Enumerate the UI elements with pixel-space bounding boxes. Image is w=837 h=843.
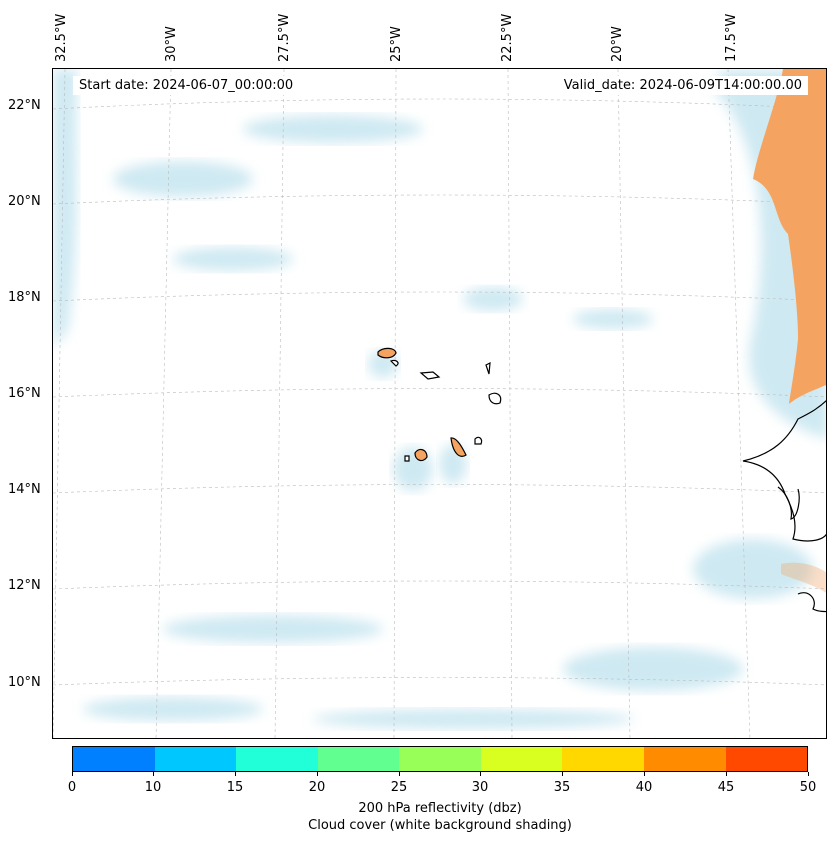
latitude-label: 14°N bbox=[8, 482, 41, 497]
grid-line-lat bbox=[53, 677, 826, 686]
africa-coast bbox=[742, 69, 826, 542]
grid-line-lon bbox=[507, 69, 513, 738]
island-maio bbox=[474, 436, 483, 445]
latitude-label: 20°N bbox=[8, 194, 41, 209]
colorbar-tick-label: 45 bbox=[717, 780, 735, 795]
cloud-patch bbox=[573, 309, 653, 329]
grid-line-lat bbox=[53, 484, 826, 494]
colorbar-tick-mark bbox=[153, 772, 154, 776]
grid-line-lat bbox=[53, 194, 826, 205]
cloud-patch bbox=[693, 539, 813, 599]
cloud-patch bbox=[173, 247, 293, 271]
colorbar-segment bbox=[236, 747, 318, 771]
island-fogo bbox=[414, 448, 428, 462]
colorbar bbox=[72, 746, 808, 772]
start-date-label: Start date: 2024-06-07_00:00:00 bbox=[73, 76, 300, 95]
colorbar-segment bbox=[480, 747, 563, 771]
cloud-cover-shading bbox=[53, 69, 826, 729]
colorbar-segment bbox=[643, 747, 726, 771]
longitude-label: 32.5°W bbox=[54, 13, 69, 62]
colorbar-sublabel: Cloud cover (white background shading) bbox=[308, 818, 572, 833]
latitude-label: 12°N bbox=[8, 578, 41, 593]
colorbar-tick-mark bbox=[726, 772, 727, 776]
colorbar-tick-mark bbox=[562, 772, 563, 776]
island-santiago bbox=[450, 437, 467, 457]
longitude-label: 25°W bbox=[389, 26, 404, 62]
latitude-label: 16°N bbox=[8, 386, 41, 401]
longitude-label: 22.5°W bbox=[500, 13, 515, 62]
colorbar-tick-label: 20 bbox=[308, 780, 326, 795]
colorbar-segment bbox=[317, 747, 400, 771]
colorbar-tick-mark bbox=[317, 772, 318, 776]
longitude-label: 20°W bbox=[610, 26, 625, 62]
grid-line-lat bbox=[53, 580, 826, 590]
grid-line-lon bbox=[155, 69, 172, 738]
colorbar-tick-label: 10 bbox=[144, 780, 162, 795]
colorbar-segment bbox=[399, 747, 481, 771]
cloud-band-west bbox=[53, 69, 78, 349]
graticule bbox=[53, 69, 826, 738]
cloud-patch bbox=[463, 287, 523, 311]
colorbar-tick-mark bbox=[235, 772, 236, 776]
island-santo-antao bbox=[377, 347, 397, 359]
island-boa-vista bbox=[488, 392, 502, 405]
cloud-patch bbox=[83, 697, 263, 721]
latitude-label: 22°N bbox=[8, 98, 41, 113]
island-sal bbox=[485, 361, 491, 375]
cloud-patch bbox=[563, 647, 743, 691]
colorbar-segment bbox=[154, 747, 237, 771]
grid-line-lat bbox=[53, 388, 826, 398]
grid-line-lat bbox=[53, 291, 826, 302]
island-sao-vicente bbox=[389, 359, 399, 367]
grid-line-lat bbox=[53, 98, 826, 110]
senegal-coast bbox=[777, 486, 800, 520]
map-canvas bbox=[53, 69, 826, 738]
colorbar-tick-label: 50 bbox=[799, 780, 817, 795]
landmass bbox=[377, 69, 826, 613]
island-brava bbox=[404, 455, 410, 462]
colorbar-tick-label: 25 bbox=[390, 780, 408, 795]
cloud-patch bbox=[243, 115, 423, 143]
map-panel bbox=[52, 68, 827, 739]
grid-line-lon bbox=[393, 69, 397, 738]
colorbar-tick-label: 0 bbox=[67, 780, 77, 795]
colorbar-tick-label: 35 bbox=[553, 780, 571, 795]
cloud-patch bbox=[163, 615, 383, 643]
latitude-label: 18°N bbox=[8, 290, 41, 305]
grid-line-lon bbox=[617, 69, 631, 738]
guinea-bissau-coast bbox=[797, 592, 826, 613]
colorbar-tick-mark bbox=[644, 772, 645, 776]
latitude-label: 10°N bbox=[8, 675, 41, 690]
colorbar-tick-mark bbox=[808, 772, 809, 776]
colorbar-tick-mark bbox=[72, 772, 73, 776]
colorbar-tick-label: 30 bbox=[471, 780, 489, 795]
colorbar-segment bbox=[725, 747, 808, 771]
colorbar-tick-mark bbox=[399, 772, 400, 776]
colorbar-segment bbox=[73, 747, 155, 771]
colorbar-tick-label: 15 bbox=[226, 780, 244, 795]
longitude-label: 30°W bbox=[164, 26, 179, 62]
longitude-label: 17.5°W bbox=[724, 13, 739, 62]
colorbar-tick-mark bbox=[480, 772, 481, 776]
grid-line-lon bbox=[274, 69, 285, 738]
cloud-patch bbox=[313, 709, 633, 729]
valid-date-label: Valid_date: 2024-06-09T14:00:00.00 bbox=[557, 76, 808, 95]
colorbar-label: 200 hPa reflectivity (dbz) bbox=[358, 801, 522, 816]
island-sao-nicolau bbox=[419, 371, 441, 380]
colorbar-tick-label: 40 bbox=[635, 780, 653, 795]
colorbar-segment bbox=[562, 747, 644, 771]
longitude-label: 27.5°W bbox=[277, 13, 292, 62]
cloud-patch bbox=[113, 161, 253, 197]
west-africa-fill bbox=[753, 69, 826, 404]
gambia-fill bbox=[781, 562, 826, 593]
grid-line-lon bbox=[53, 69, 66, 738]
grid-line-lon bbox=[727, 69, 751, 738]
